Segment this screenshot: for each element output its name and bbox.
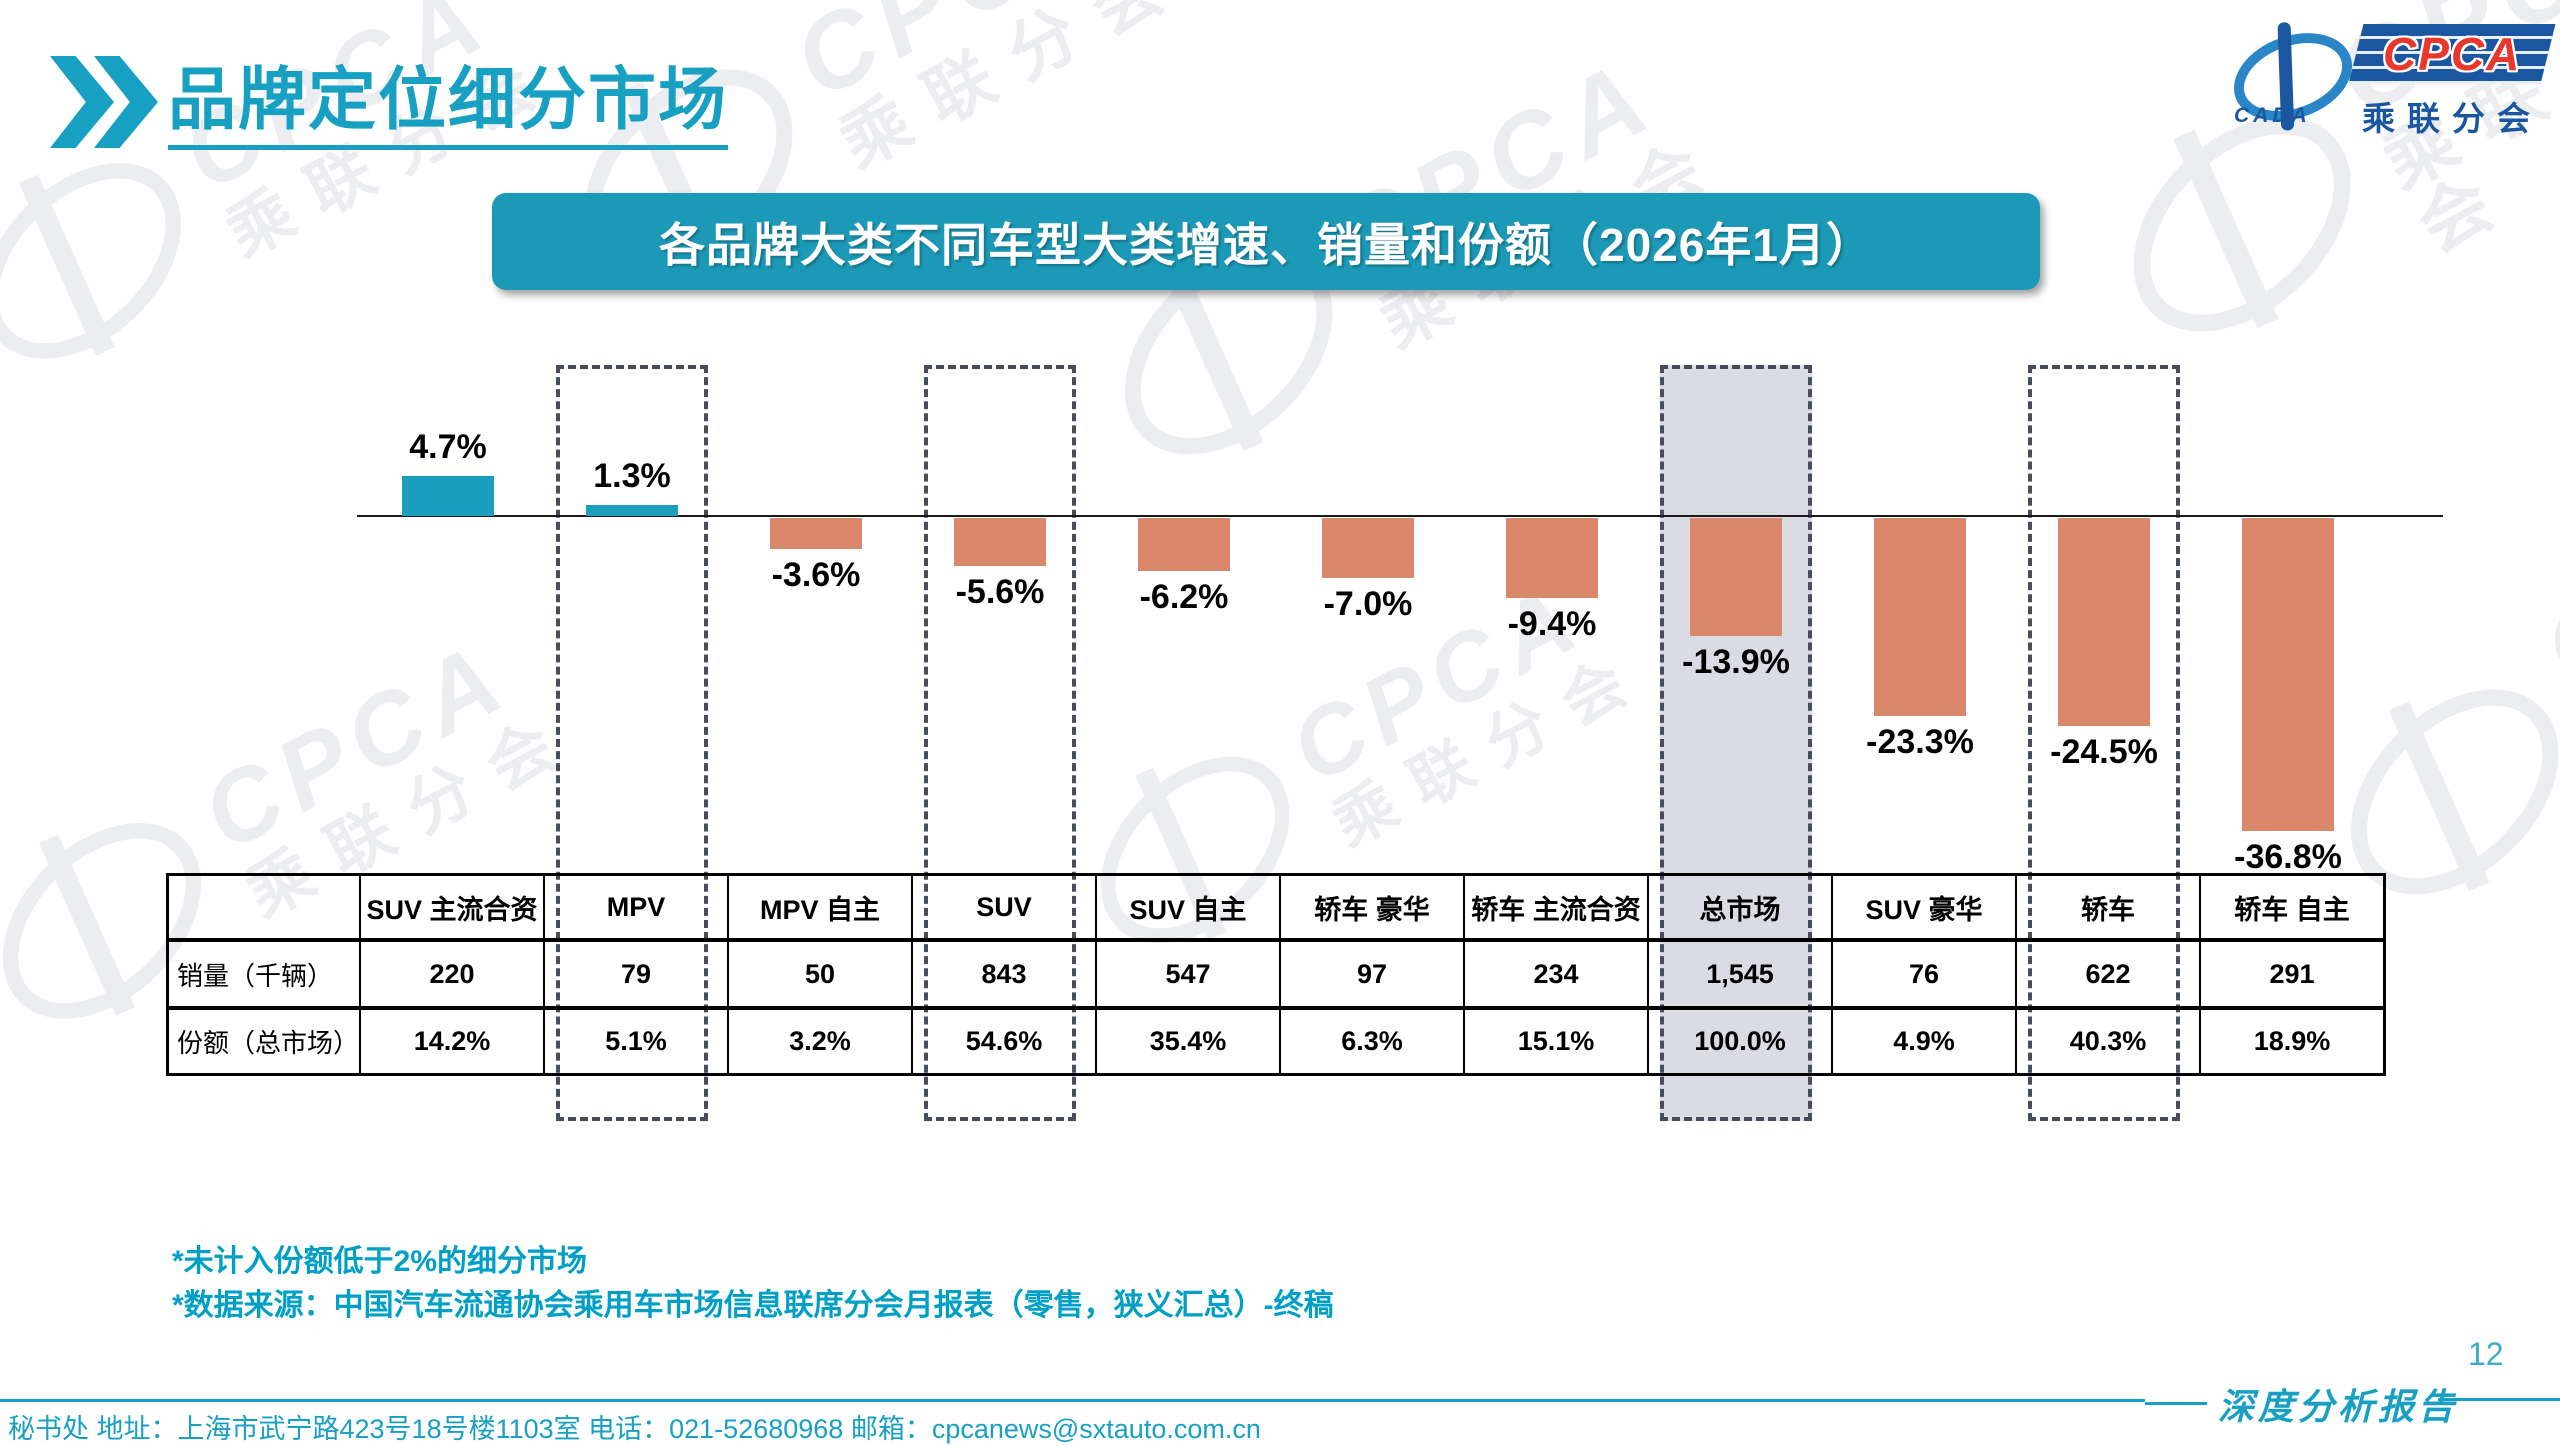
chart-bar [2242,518,2334,831]
table-header-cell: MPV [543,876,727,938]
table-cell-sales: 547 [1095,938,1279,1006]
bar-value-label: -6.2% [1139,578,1229,616]
table-corner-cell [169,876,359,938]
chart-bar [1506,518,1598,598]
table-cell-share: 54.6% [911,1006,1095,1073]
table-cell-share: 4.9% [1831,1006,2015,1073]
table-cell-share: 40.3% [2015,1006,2199,1073]
table-cell-sales: 1,545 [1647,938,1831,1006]
bar-value-label: 1.3% [593,457,671,495]
highlight-box-SUV [924,365,1076,1121]
logo-cada-text: CADA [2234,104,2311,127]
bar-value-label: -3.6% [771,556,861,594]
bar-value-label: -24.5% [2050,733,2158,771]
table-cell-share: 5.1% [543,1006,727,1073]
chart-bar [2058,518,2150,726]
chart-bar [402,476,494,516]
highlight-box-总市场 [1660,365,1812,1121]
table-header-cell: SUV [911,876,1095,938]
chart-bar [770,518,862,549]
report-divider-left [2145,1402,2207,1405]
cpca-logo: CADA CPCA 乘联分会 [2221,16,2556,137]
table-cell-share: 14.2% [359,1006,543,1073]
table-header-cell: SUV 主流合资 [359,876,543,938]
table-cell-sales: 843 [911,938,1095,1006]
footnote: *数据来源：中国汽车流通协会乘用车市场信息联席分会月报表（零售，狭义汇总）-终稿 [172,1289,1334,1322]
cpca-wordmark: CPCA [2348,24,2556,84]
report-divider-right [2438,1398,2560,1401]
footnote: *未计入份额低于2%的细分市场 [172,1245,588,1278]
table-cell-share: 6.3% [1279,1006,1463,1073]
page-title: 品牌定位细分市场 [168,58,729,150]
table-cell-share: 100.0% [1647,1006,1831,1073]
bar-value-label: -7.0% [1323,585,1413,623]
bar-value-label: -23.3% [1866,723,1974,761]
table-header-cell: 总市场 [1647,876,1831,938]
footer-contact: 秘书处 地址：上海市武宁路423号18号楼1103室 电话：021-526809… [8,1414,1261,1444]
table-cell-sales: 291 [2199,938,2383,1006]
logo-cn-text: 乘联分会 [2362,100,2542,137]
bar-value-label: -5.6% [955,573,1045,611]
data-table: SUV 主流合资 MPV MPV 自主 SUV SUV 自主 轿车 豪华 轿车 主流合资 总市… [166,873,2386,1076]
report-label: 深度分析报告 [2218,1387,2459,1427]
bar-value-label: 4.7% [409,428,487,466]
highlight-box-轿车 [2028,365,2180,1121]
table-row-label: 份额（总市场） [169,1006,359,1073]
table-header-cell: SUV 豪华 [1831,876,2015,938]
table-cell-sales: 622 [2015,938,2199,1006]
table-cell-share: 3.2% [727,1006,911,1073]
table-header-cell: 轿车 主流合资 [1463,876,1647,938]
zero-axis-line [357,515,2443,517]
chart-bar [954,518,1046,566]
chart-bar [1322,518,1414,578]
table-cell-sales: 234 [1463,938,1647,1006]
table-cell-share: 35.4% [1095,1006,1279,1073]
bar-value-label: -9.4% [1507,605,1597,643]
table-header-cell: 轿车 [2015,876,2199,938]
table-header-cell: SUV 自主 [1095,876,1279,938]
table-cell-sales: 97 [1279,938,1463,1006]
table-cell-sales: 220 [359,938,543,1006]
highlight-box-MPV [556,365,708,1121]
page-number: 12 [2468,1336,2504,1372]
chart-bar [1874,518,1966,716]
bar-value-label: -13.9% [1682,643,1790,681]
table-cell-sales: 50 [727,938,911,1006]
table-header-cell: 轿车 自主 [2199,876,2383,938]
table-cell-sales: 79 [543,938,727,1006]
chart-title: 各品牌大类不同车型大类增速、销量和份额（2026年1月） [659,218,1873,271]
table-cell-sales: 76 [1831,938,2015,1006]
bar-value-label: -36.8% [2234,838,2342,876]
table-header-cell: MPV 自主 [727,876,911,938]
footer-divider [0,1399,2145,1402]
cpca-wordmark-text: CPCA [2382,28,2522,80]
table-header-cell: 轿车 豪华 [1279,876,1463,938]
footnotes: *未计入份额低于2%的细分市场 *数据来源：中国汽车流通协会乘用车市场信息联席分… [172,1240,1334,1328]
table-row-label: 销量（千辆） [169,938,359,1006]
chart-bar [1138,518,1230,571]
chart-bar [1690,518,1782,636]
table-cell-share: 15.1% [1463,1006,1647,1073]
chart-bar [586,505,678,516]
chart-title-banner: 各品牌大类不同车型大类增速、销量和份额（2026年1月） [492,193,2040,290]
table-cell-share: 18.9% [2199,1006,2383,1073]
